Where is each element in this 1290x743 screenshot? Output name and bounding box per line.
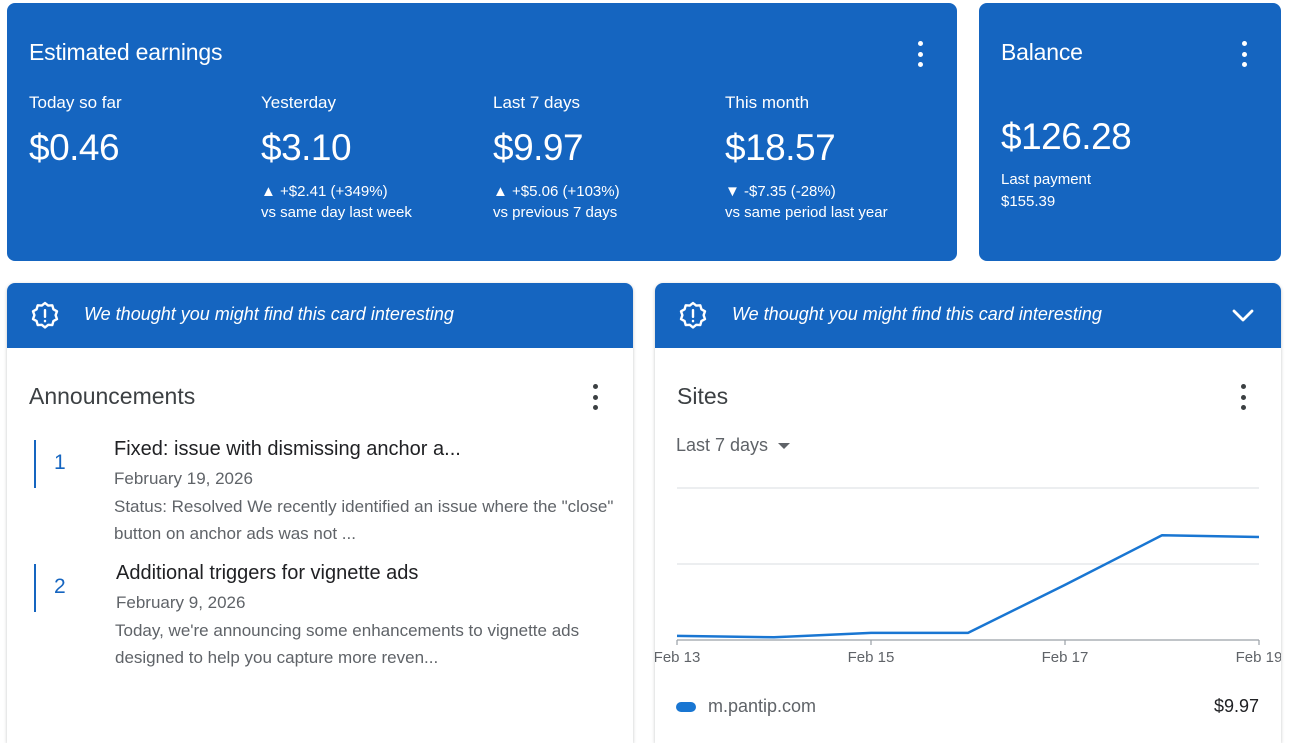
chart-x-tick-label: Feb 13	[655, 649, 700, 666]
stat-delta: ▲ +$2.41 (+349%)	[261, 183, 388, 200]
chart-x-tick-label: Feb 19	[1236, 649, 1281, 666]
announcement-body: Status: Resolved We recently identified …	[114, 497, 614, 543]
stat-value: $18.57	[725, 127, 836, 168]
stat-this-month: This month $18.57 ▼ -$7.35 (-28%) vs sam…	[725, 93, 888, 223]
balance-value: $126.28	[1001, 116, 1132, 157]
sites-card: We thought you might find this card inte…	[655, 283, 1281, 743]
legend-site-name: m.pantip.com	[708, 696, 817, 716]
announcement-number: 2	[54, 575, 66, 598]
chart-series-line	[676, 534, 1260, 639]
stat-today: Today so far $0.46	[29, 93, 122, 169]
date-range-label: Last 7 days	[676, 435, 769, 455]
legend-site-value: $9.97	[1213, 696, 1259, 716]
chart-legend: m.pantip.com	[676, 696, 816, 717]
announcement-body: Today, we're announcing some enhancement…	[115, 621, 580, 667]
sites-line-chart: Feb 13 Feb 15 Feb 17 Feb 19	[655, 487, 1281, 666]
stat-delta: ▲ +$5.06 (+103%)	[493, 183, 620, 200]
stat-value: $9.97	[493, 127, 584, 168]
announcements-more-icon[interactable]	[591, 384, 599, 410]
earnings-title: Estimated earnings	[29, 39, 223, 65]
announcement-title[interactable]: Fixed: issue with dismissing anchor a...	[114, 438, 461, 460]
interesting-banner: We thought you might find this card inte…	[7, 283, 633, 348]
legend-swatch	[676, 701, 696, 712]
earnings-more-icon[interactable]	[916, 41, 924, 67]
alert-badge-icon	[31, 301, 59, 329]
stat-label: Today so far	[29, 93, 122, 112]
stat-label: This month	[725, 93, 810, 112]
chevron-down-icon[interactable]	[1231, 303, 1255, 327]
last-payment-label: Last payment	[1001, 171, 1092, 188]
banner-text: We thought you might find this card inte…	[732, 304, 1102, 324]
balance-title: Balance	[1001, 39, 1083, 65]
stat-compare: vs same day last week	[261, 204, 412, 221]
stat-label: Yesterday	[261, 93, 336, 112]
alert-badge-icon	[679, 301, 707, 329]
announcement-date: February 19, 2026	[114, 469, 253, 488]
stat-compare: vs same period last year	[725, 204, 888, 221]
announcement-date: February 9, 2026	[116, 593, 246, 612]
sites-title: Sites	[677, 383, 729, 409]
announcements-card: We thought you might find this card inte…	[7, 283, 633, 743]
stat-value: $0.46	[29, 127, 120, 168]
balance-more-icon[interactable]	[1240, 41, 1248, 67]
stat-yesterday: Yesterday $3.10 ▲ +$2.41 (+349%) vs same…	[261, 93, 412, 223]
announcement-number: 1	[54, 451, 66, 474]
announcement-title[interactable]: Additional triggers for vignette ads	[116, 562, 419, 584]
estimated-earnings-card: Estimated earnings Today so far $0.46 Ye…	[7, 3, 957, 261]
announcement-marker	[34, 564, 36, 612]
banner-text: We thought you might find this card inte…	[84, 304, 454, 324]
announcements-title: Announcements	[29, 383, 196, 409]
dropdown-caret-icon	[778, 442, 791, 449]
stat-value: $3.10	[261, 127, 352, 168]
date-range-dropdown[interactable]: Last 7 days	[676, 435, 791, 456]
last-payment-value: $155.39	[1001, 193, 1056, 210]
balance-card: Balance $126.28 Last payment $155.39	[979, 3, 1281, 261]
interesting-banner: We thought you might find this card inte…	[655, 283, 1281, 348]
stat-last-7-days: Last 7 days $9.97 ▲ +$5.06 (+103%) vs pr…	[493, 93, 620, 223]
sites-more-icon[interactable]	[1239, 384, 1247, 410]
chart-x-tick-label: Feb 15	[848, 649, 895, 666]
announcement-marker	[34, 440, 36, 488]
stat-delta: ▼ -$7.35 (-28%)	[725, 183, 836, 200]
stat-compare: vs previous 7 days	[493, 204, 618, 221]
stat-label: Last 7 days	[493, 93, 580, 112]
chart-x-tick-label: Feb 17	[1042, 649, 1089, 666]
